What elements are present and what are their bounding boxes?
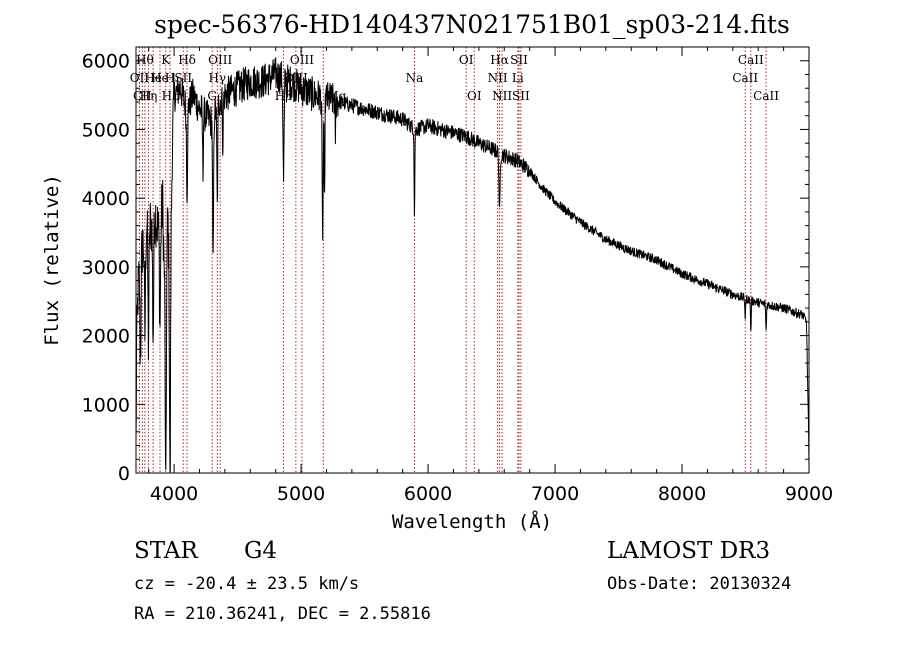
line-marker-label: G	[207, 89, 217, 103]
observation-date: Obs-Date: 20130324	[607, 574, 792, 594]
x-tick-label: 5000	[277, 483, 325, 505]
y-tick-label: 3000	[82, 257, 130, 279]
x-axis-label: Wavelength (Å)	[392, 510, 552, 533]
line-marker-label: CII	[133, 89, 152, 103]
line-marker-label: NII	[492, 89, 512, 103]
coordinates-readout: RA = 210.36241, DEC = 2.55816	[134, 604, 431, 624]
line-marker-label: CaII	[732, 71, 758, 85]
line-marker-label: OIII	[208, 53, 232, 67]
y-tick-label: 5000	[82, 119, 130, 141]
line-marker-label: CaII	[753, 89, 779, 103]
line-marker-label: He	[151, 71, 169, 85]
y-tick-label: 6000	[82, 51, 130, 73]
redshift-readout: cz = -20.4 ± 23.5 km/s	[134, 574, 360, 594]
spectrum-line	[135, 57, 810, 473]
line-marker-label: Hα	[490, 53, 509, 67]
object-class: STAR	[134, 538, 198, 564]
line-marker-label: K	[161, 53, 171, 67]
line-marker-label: He	[144, 71, 162, 85]
y-tick-label: 1000	[82, 394, 130, 416]
plot-frame	[135, 46, 810, 474]
line-marker-label: SII	[512, 89, 530, 103]
x-axis: 4000 5000 6000 7000 8000 9000	[148, 47, 833, 505]
spectral-line-markers	[138, 47, 767, 473]
line-marker-label: OIII	[290, 53, 314, 67]
y-tick-label: 2000	[82, 326, 130, 348]
line-marker-label: OI	[459, 53, 474, 67]
line-marker-label: Hθ	[136, 53, 154, 67]
x-tick-label: 8000	[658, 483, 706, 505]
line-marker-label: OI	[467, 89, 482, 103]
line-marker-label: Hγ	[208, 71, 226, 85]
y-axis-label: Flux (relative)	[41, 174, 63, 346]
y-tick-label: 4000	[82, 188, 130, 210]
line-marker-label: NII	[488, 71, 508, 85]
x-tick-label: 7000	[531, 483, 579, 505]
line-marker-label: Li	[512, 71, 524, 85]
line-marker-label: SII	[174, 71, 192, 85]
line-marker-label: Hδ	[178, 53, 196, 67]
line-marker-label: Hη	[140, 89, 158, 103]
x-tick-label: 4000	[150, 483, 198, 505]
line-marker-label: SII	[510, 53, 528, 67]
line-marker-label: H	[165, 71, 175, 85]
object-subclass: G4	[244, 538, 278, 564]
line-marker-label: CaII	[738, 53, 764, 67]
x-tick-label: 6000	[404, 483, 452, 505]
y-axis: 0 1000 2000 3000 4000 5000 6000	[82, 51, 809, 485]
y-tick-label: 0	[118, 463, 130, 485]
spectral-line-labels: OIICIIHθHηHeHeKHHεHδSIIGHγOIIIHβOIIIOIII…	[130, 53, 779, 103]
survey-name: LAMOST DR3	[607, 538, 771, 564]
chart-title: spec-56376-HD140437N021751B01_sp03-214.f…	[154, 10, 790, 39]
line-marker-label: Na	[406, 71, 424, 85]
x-tick-label: 9000	[785, 483, 833, 505]
line-marker-label: OII	[130, 71, 150, 85]
